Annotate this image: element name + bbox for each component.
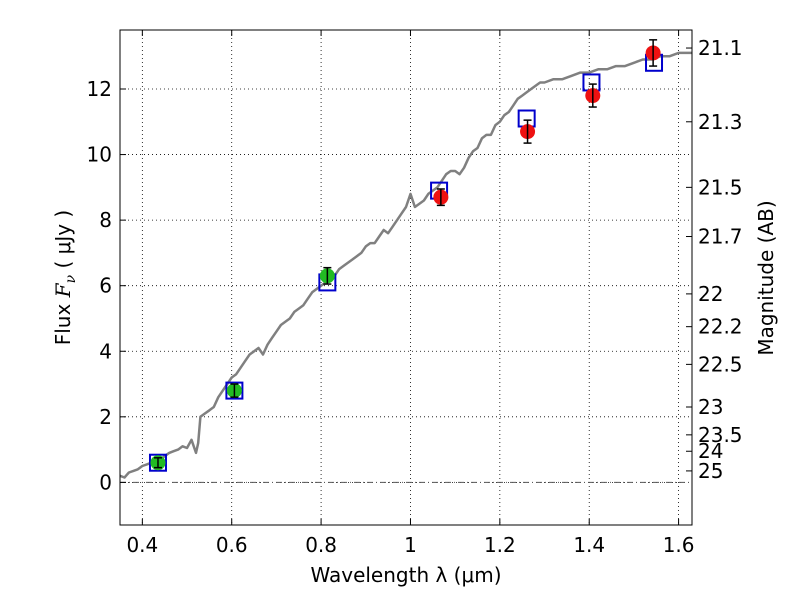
x-tick-label: 1 xyxy=(404,533,417,557)
x-tick-label: 1.2 xyxy=(484,533,516,557)
magnitude-tick-label: 22.2 xyxy=(698,315,743,339)
magnitude-tick-label: 22.5 xyxy=(698,352,743,376)
model-photometry-square xyxy=(148,453,167,472)
y-tick-label: 10 xyxy=(87,143,112,167)
y-axis-title-unit: ( μJy ) xyxy=(51,210,75,275)
model-photometry-square xyxy=(582,73,601,92)
y-axis-title-subscript: ν xyxy=(63,274,79,283)
model-photometry-square xyxy=(517,109,536,128)
y-tick-label: 2 xyxy=(99,405,112,429)
magnitude-tick-label: 21.7 xyxy=(698,225,743,249)
magnitude-axis-title: Magnitude (AB) xyxy=(754,200,778,355)
magnitude-tick-label: 21.3 xyxy=(698,110,743,134)
model-photometry-square xyxy=(225,381,244,400)
magnitude-tick-label: 23 xyxy=(698,395,723,419)
magnitude-tick-label: 25 xyxy=(698,459,723,483)
grid xyxy=(120,30,692,525)
x-tick-label: 0.4 xyxy=(126,533,158,557)
y-tick-label: 0 xyxy=(99,470,112,494)
x-tick-label: 0.8 xyxy=(305,533,337,557)
y-tick-label: 4 xyxy=(99,339,112,363)
y-axis-title-symbol: F xyxy=(51,282,75,298)
magnitude-tick-label: 23.5 xyxy=(698,423,743,447)
magnitude-tick-label: 24 xyxy=(698,439,723,463)
x-tick-label: 1.4 xyxy=(573,533,605,557)
magnitude-tick-label: 21.1 xyxy=(698,36,743,60)
y-axis-title-prefix: Flux xyxy=(51,297,75,345)
magnitude-tick-label: 22 xyxy=(698,282,723,306)
y-tick-label: 12 xyxy=(87,77,112,101)
y-tick-label: 6 xyxy=(99,274,112,298)
plot-area xyxy=(119,39,692,479)
spectrum-line xyxy=(119,51,692,479)
x-tick-label: 1.6 xyxy=(663,533,695,557)
x-axis-title: Wavelength λ (μm) xyxy=(310,563,501,587)
plot-frame xyxy=(119,29,693,526)
x-tick-label: 0.6 xyxy=(216,533,248,557)
y-tick-label: 8 xyxy=(99,208,112,232)
y-axis-title: Flux Fν ( μJy ) xyxy=(51,210,79,345)
magnitude-tick-label: 21.5 xyxy=(698,175,743,199)
axes: 0.4 0.6 0.8 1 1.2 1.4 1.602468101221.121.321.5… xyxy=(87,30,743,557)
